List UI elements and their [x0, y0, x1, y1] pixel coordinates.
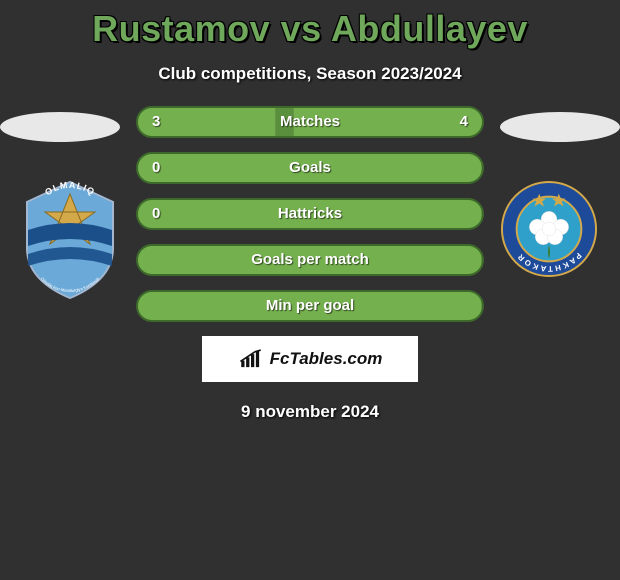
stat-row: Goals per match [136, 244, 484, 276]
stat-value-left: 3 [152, 108, 160, 136]
stat-row: Hattricks0 [136, 198, 484, 230]
stat-row: Goals0 [136, 152, 484, 184]
player-photo-right-placeholder [500, 112, 620, 142]
stat-label: Goals [138, 154, 482, 182]
club-crest-left: OLMALIQ Olmaliq kon-Metallurgiya Kombina… [20, 180, 120, 300]
stat-label: Matches [138, 108, 482, 136]
stat-row: Matches3 4 [136, 106, 484, 138]
brand-text: FcTables.com [270, 349, 383, 369]
stat-value-left: 0 [152, 154, 160, 182]
bar-chart-icon [238, 349, 264, 369]
stat-value-right: 4 [460, 108, 468, 136]
brand-watermark: FcTables.com [202, 336, 418, 382]
club-crest-right: PAKHTAKOR [500, 180, 598, 278]
subtitle: Club competitions, Season 2023/2024 [0, 64, 620, 84]
date-label: 9 november 2024 [0, 402, 620, 422]
page-title: Rustamov vs Abdullayev [0, 0, 620, 50]
stat-row: Min per goal [136, 290, 484, 322]
stat-label: Min per goal [138, 292, 482, 320]
stat-rows: Matches34Goals0Hattricks0Goals per match… [136, 106, 484, 322]
player-photo-left-placeholder [0, 112, 120, 142]
stat-label: Goals per match [138, 246, 482, 274]
stat-label: Hattricks [138, 200, 482, 228]
stat-value-left: 0 [152, 200, 160, 228]
